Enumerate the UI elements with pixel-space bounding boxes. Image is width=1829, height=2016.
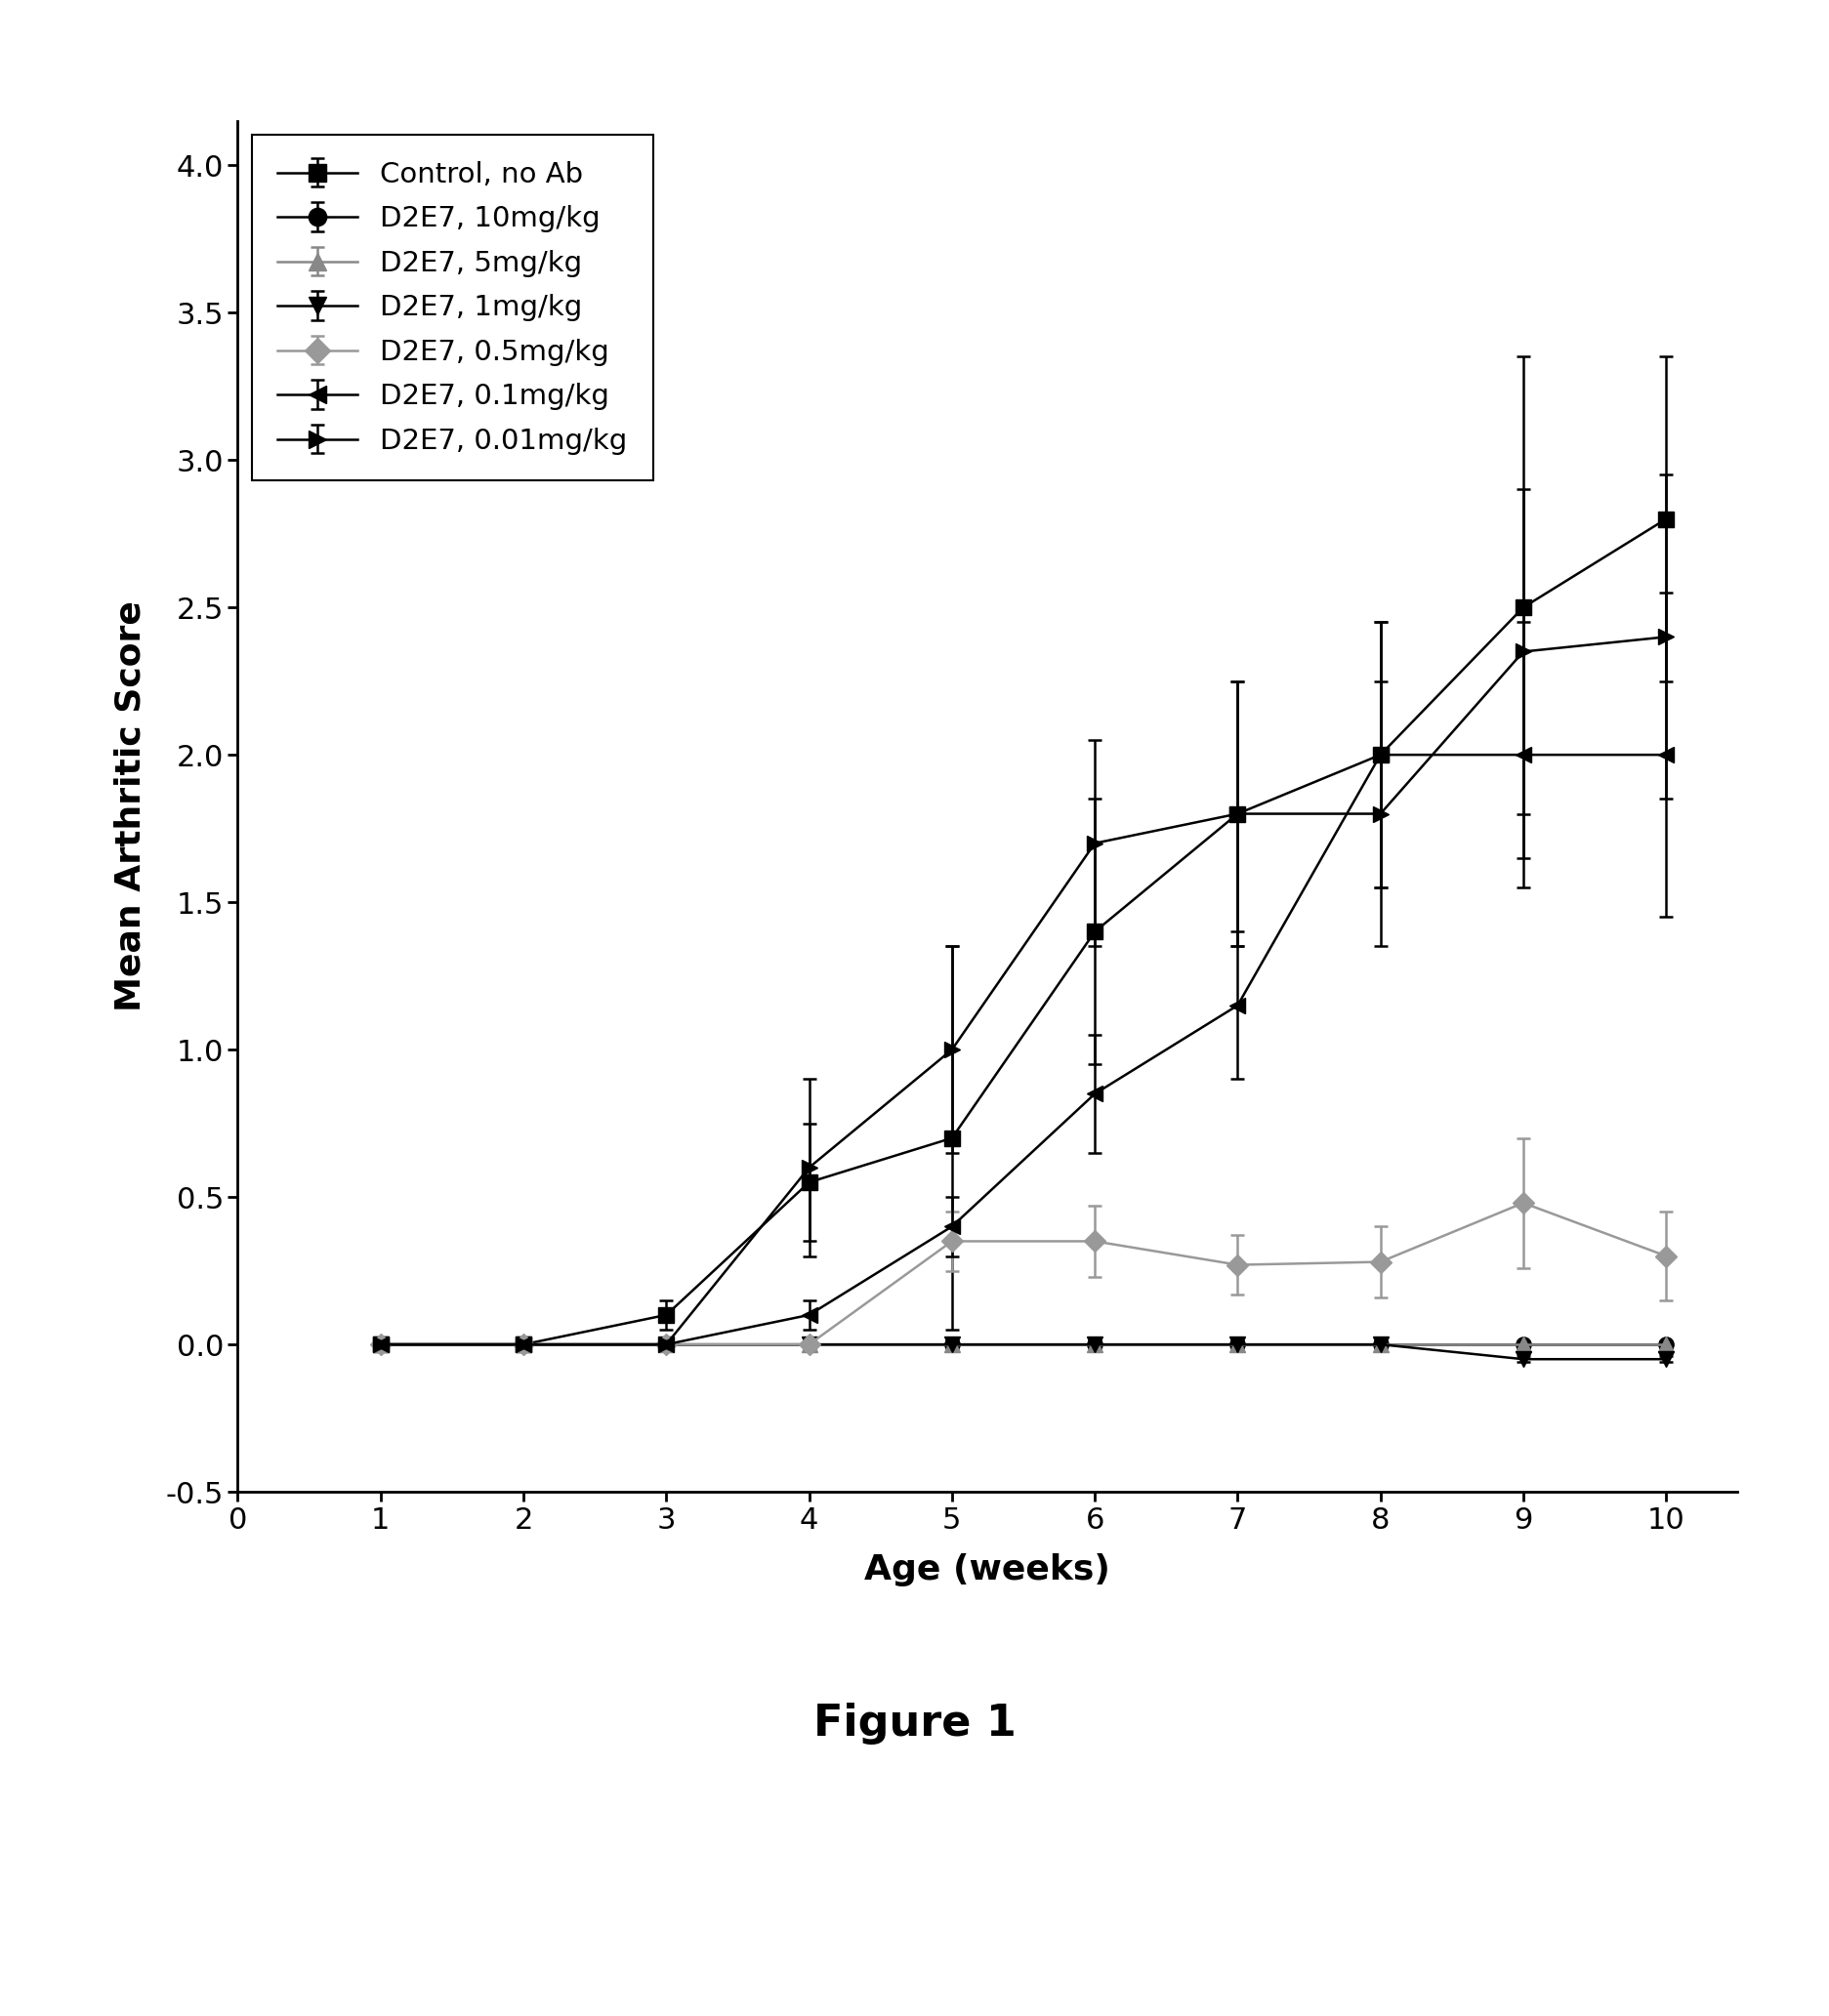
Text: Figure 1: Figure 1 xyxy=(814,1704,1015,1744)
Y-axis label: Mean Arthritic Score: Mean Arthritic Score xyxy=(113,601,146,1012)
Legend: Control, no Ab, D2E7, 10mg/kg, D2E7, 5mg/kg, D2E7, 1mg/kg, D2E7, 0.5mg/kg, D2E7,: Control, no Ab, D2E7, 10mg/kg, D2E7, 5mg… xyxy=(252,135,653,480)
X-axis label: Age (weeks): Age (weeks) xyxy=(865,1554,1110,1587)
